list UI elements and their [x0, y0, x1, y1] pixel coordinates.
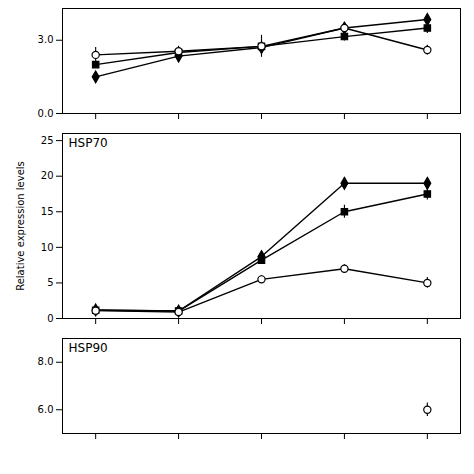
svg-text:25: 25	[41, 135, 54, 146]
svg-text:8.0: 8.0	[38, 356, 54, 367]
svg-text:3.0: 3.0	[38, 34, 54, 45]
svg-text:15: 15	[41, 206, 54, 217]
svg-text:0.0: 0.0	[38, 108, 54, 119]
svg-text:HSP90: HSP90	[69, 341, 108, 355]
svg-text:0: 0	[47, 313, 53, 324]
svg-text:6.0: 6.0	[38, 404, 54, 415]
svg-text:Relative expression levels: Relative expression levels	[15, 161, 26, 291]
svg-text:20: 20	[41, 170, 54, 181]
svg-text:HSP70: HSP70	[69, 136, 108, 150]
svg-text:5: 5	[47, 277, 53, 288]
svg-text:10: 10	[41, 242, 54, 253]
